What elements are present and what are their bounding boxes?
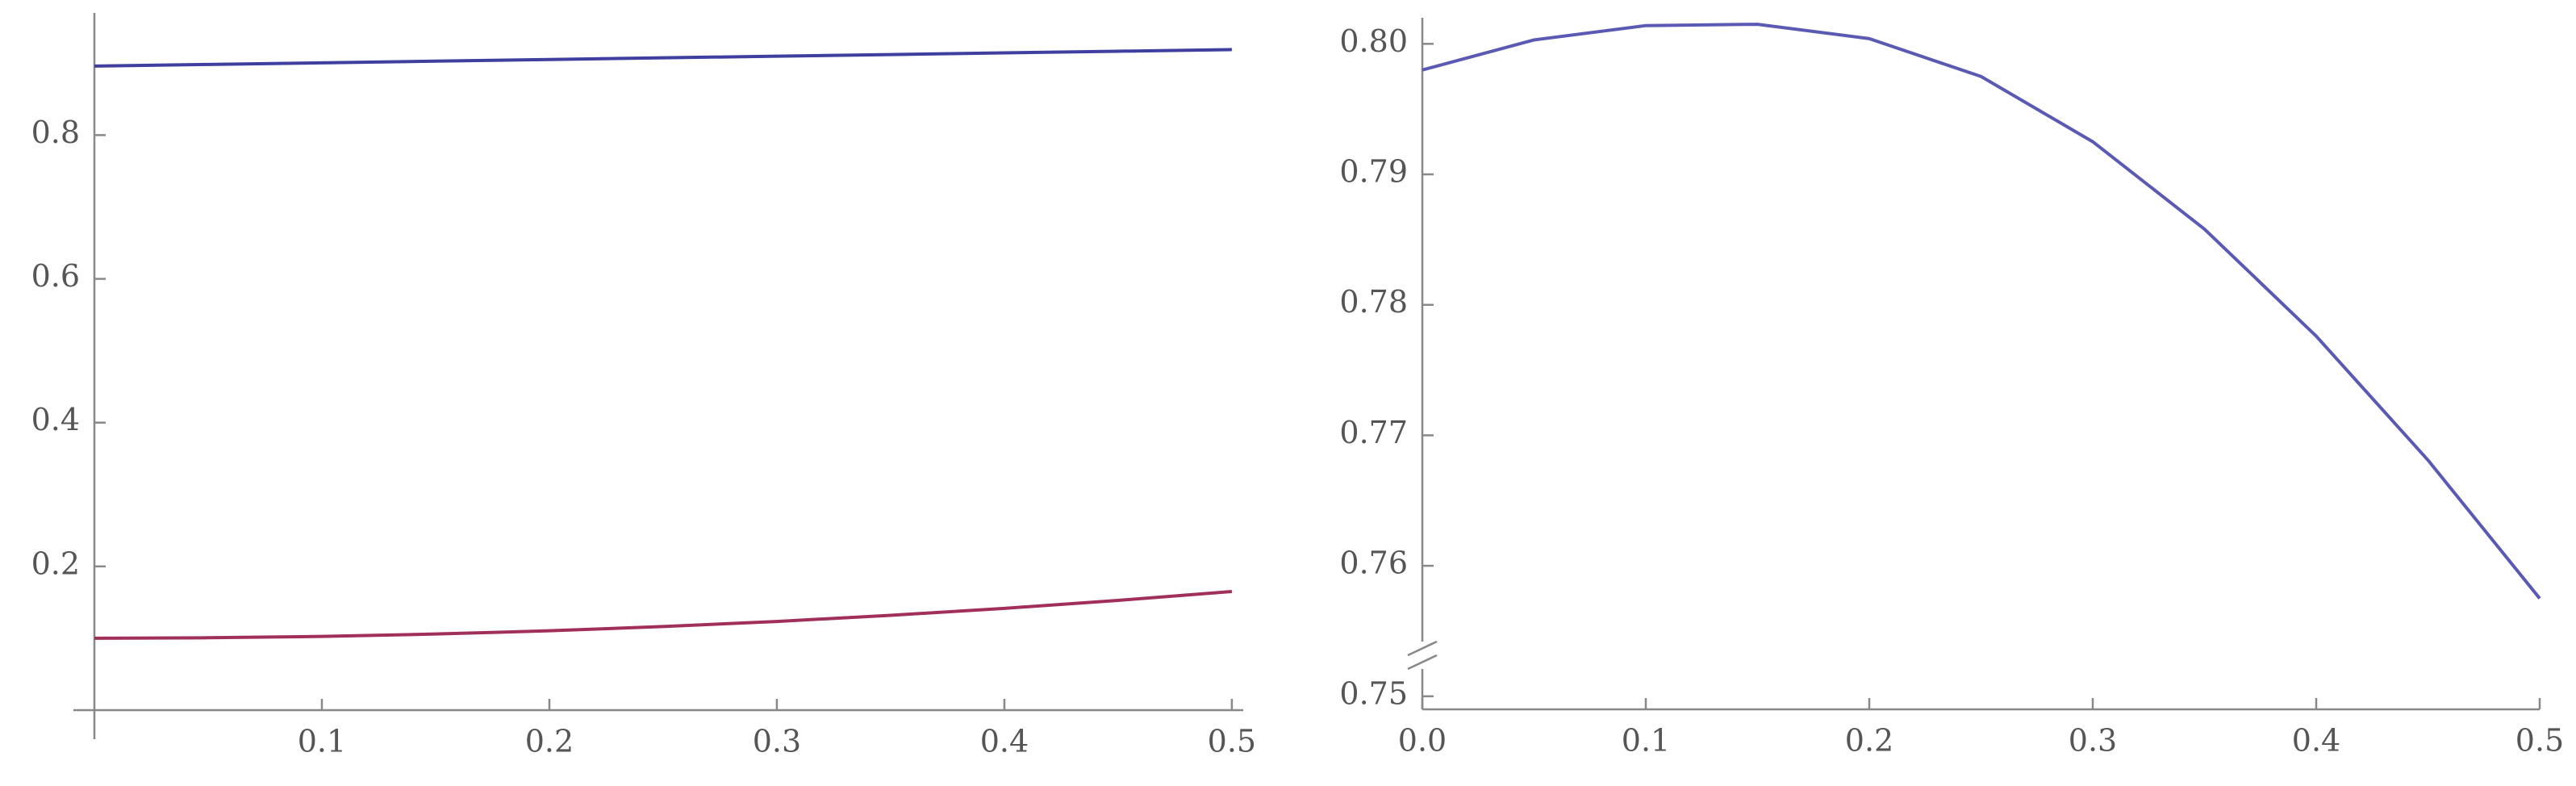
data-line <box>94 48 1232 68</box>
data-line <box>94 590 1233 640</box>
y-tick-label: 0.8 <box>31 115 80 150</box>
y-tick-label: 0.78 <box>1339 284 1408 320</box>
x-tick-label: 0.5 <box>2515 723 2564 759</box>
axis-break-gap <box>1408 642 1437 669</box>
x-tick-label: 0.3 <box>753 724 801 759</box>
x-tick-label: 0.0 <box>1398 723 1447 759</box>
x-tick-label: 0.2 <box>1845 723 1893 759</box>
x-tick-label: 0.2 <box>525 724 574 759</box>
x-tick-label: 0.4 <box>2292 723 2340 759</box>
y-tick-label: 0.80 <box>1339 23 1408 59</box>
axis-break-stroke <box>1407 654 1438 671</box>
x-tick-label: 0.5 <box>1208 724 1256 759</box>
y-tick-label: 0.75 <box>1339 675 1408 711</box>
y-tick-label: 0.6 <box>31 258 80 294</box>
y-tick-label: 0.76 <box>1339 546 1408 581</box>
plot: 0.0 0.1 0.2 0.3 0.4 0.5 0.75 0.76 0.77 0.78 0.79 0.… <box>1339 18 2564 759</box>
data-line <box>1422 23 2541 600</box>
x-tick-label: 0.4 <box>980 724 1029 759</box>
y-tick-label: 0.4 <box>31 402 80 437</box>
x-tick-label: 0.1 <box>298 724 346 759</box>
plot: 0.1 0.2 0.3 0.4 0.5 0.2 0.4 0.6 0.8 <box>31 13 1256 759</box>
axis-break-stroke <box>1407 640 1438 657</box>
x-tick-label: 0.3 <box>2069 723 2117 759</box>
axis-break <box>1407 640 1438 671</box>
y-tick-label: 0.79 <box>1339 154 1408 190</box>
x-tick-label: 0.1 <box>1622 723 1670 759</box>
y-tick-label: 0.2 <box>31 546 80 581</box>
y-tick-label: 0.77 <box>1339 415 1408 450</box>
